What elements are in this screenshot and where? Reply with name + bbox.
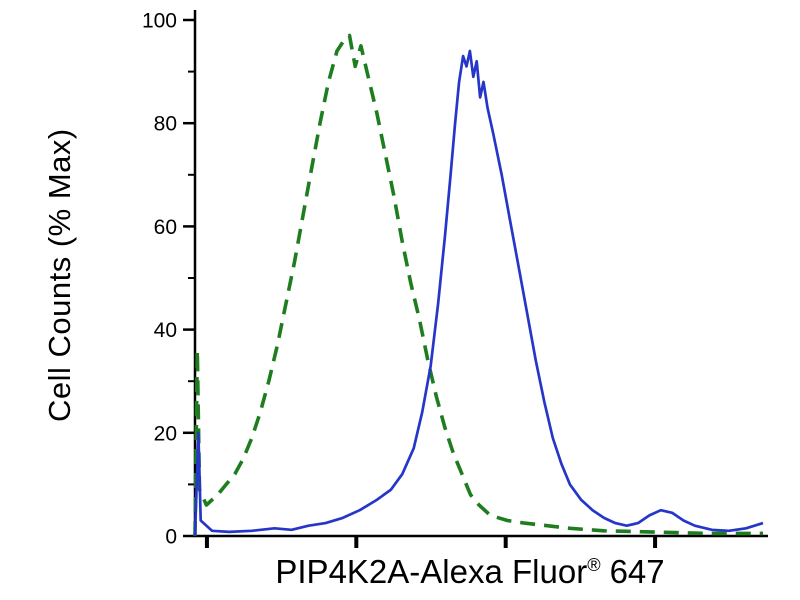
x-axis-title-number: 647 bbox=[609, 553, 665, 590]
y-tick-label: 80 bbox=[154, 113, 177, 136]
y-axis-title: Cell Counts (% Max) bbox=[42, 128, 77, 422]
y-tick-label: 40 bbox=[154, 319, 177, 342]
x-axis-title-text: PIP4K2A-Alexa Fluor bbox=[275, 553, 588, 590]
x-axis-title: PIP4K2A-Alexa Fluor® 647 bbox=[150, 553, 790, 591]
y-tick-label: 0 bbox=[165, 526, 177, 549]
stained-curve-solid bbox=[193, 49, 764, 537]
y-tick-label: 100 bbox=[142, 10, 177, 33]
registered-trademark-icon: ® bbox=[587, 555, 601, 575]
y-tick-label: 20 bbox=[154, 422, 177, 445]
control-curve-dashed bbox=[193, 33, 763, 537]
y-tick-label: 60 bbox=[154, 216, 177, 239]
